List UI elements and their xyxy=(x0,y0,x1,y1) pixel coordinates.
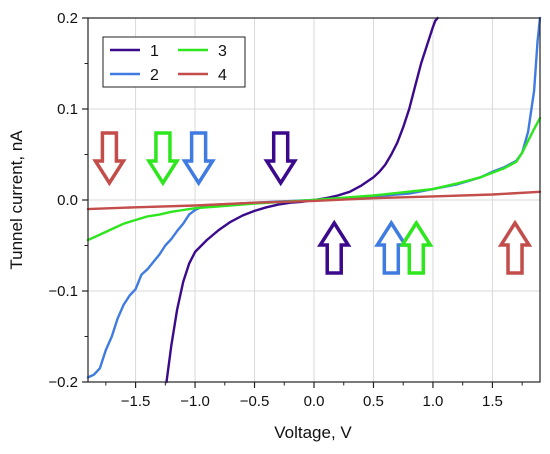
legend-label-2: 2 xyxy=(150,67,159,84)
x-tick-label: −1.5 xyxy=(121,393,151,410)
tick-layer: −1.5 −1.0 −0.5 0.0 0.5 1.0 1.5 −0.2 −0.1 0.0 0.1 0.… xyxy=(48,10,523,410)
up-arrow-marker xyxy=(317,219,352,275)
down-arrow-marker xyxy=(263,131,298,187)
legend-label-1: 1 xyxy=(150,43,159,60)
x-tick-label: 1.5 xyxy=(482,393,503,410)
x-tick-label: 0.5 xyxy=(363,393,384,410)
y-tick-label: −0.2 xyxy=(48,374,78,391)
y-tick-label: 0.1 xyxy=(57,101,78,118)
down-arrow-marker xyxy=(92,131,127,187)
x-tick-label: −1.0 xyxy=(180,393,210,410)
legend-label-3: 3 xyxy=(218,43,227,60)
x-tick-label: 1.0 xyxy=(423,393,444,410)
y-tick-label: −0.1 xyxy=(48,283,78,300)
down-arrow-marker xyxy=(181,131,216,187)
down-arrow-marker xyxy=(145,131,181,187)
legend-label-4: 4 xyxy=(218,67,227,84)
y-axis-label: Tunnel current, nA xyxy=(7,130,26,270)
x-tick-label: 0.0 xyxy=(304,393,325,410)
legend: 1 2 3 4 xyxy=(102,36,246,88)
y-tick-label: 0.2 xyxy=(57,10,78,27)
up-arrow-marker xyxy=(399,219,434,275)
y-tick-label: 0.0 xyxy=(57,192,78,209)
arrow-layer xyxy=(92,131,533,275)
x-tick-label: −0.5 xyxy=(240,393,270,410)
up-arrow-marker xyxy=(374,219,409,275)
legend-box xyxy=(102,36,246,88)
series-layer xyxy=(86,16,542,384)
series-4-line xyxy=(86,190,542,211)
x-axis-label: Voltage, V xyxy=(274,423,352,442)
up-arrow-marker xyxy=(497,219,533,275)
